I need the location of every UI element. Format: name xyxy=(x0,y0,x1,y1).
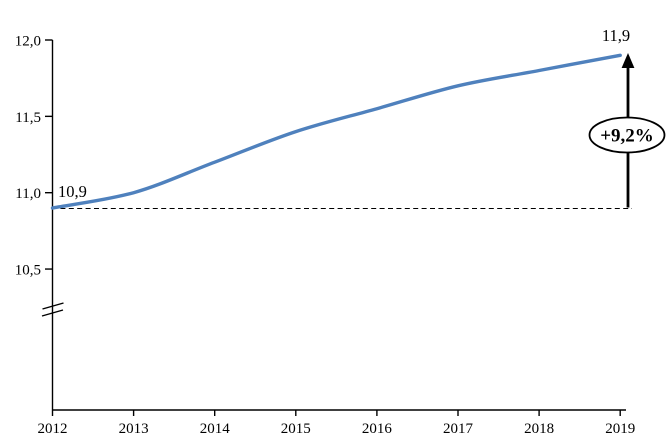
y-axis-ticks xyxy=(45,39,53,270)
trend-line xyxy=(50,53,622,210)
x-tick-label: 2017 xyxy=(443,421,474,437)
y-tick-label: 10,5 xyxy=(15,263,41,279)
x-tick-label: 2012 xyxy=(38,421,68,437)
x-tick-label: 2015 xyxy=(281,421,311,437)
growth-ellipse xyxy=(588,116,666,154)
x-tick-label: 2016 xyxy=(362,421,393,437)
growth-arrowhead xyxy=(621,53,635,68)
start-value-label: 10,9 xyxy=(58,182,87,201)
growth-label: +9,2% xyxy=(600,126,654,147)
y-tick-label: 11,0 xyxy=(15,186,41,202)
x-axis-labels: 2012 2013 2014 2015 2016 2017 2018 2019 xyxy=(38,421,636,437)
end-value-label: 11,9 xyxy=(602,26,630,45)
x-tick-label: 2014 xyxy=(200,421,231,437)
y-axis-labels: 12,0 11,5 11,0 10,5 xyxy=(15,34,41,279)
x-axis-ticks xyxy=(51,410,621,416)
y-tick-label: 11,5 xyxy=(15,110,41,126)
x-tick-label: 2019 xyxy=(605,421,635,437)
y-tick-label: 12,0 xyxy=(15,34,41,50)
x-tick-label: 2018 xyxy=(524,421,554,437)
axis-break-icon xyxy=(41,302,64,317)
x-tick-label: 2013 xyxy=(119,421,149,437)
